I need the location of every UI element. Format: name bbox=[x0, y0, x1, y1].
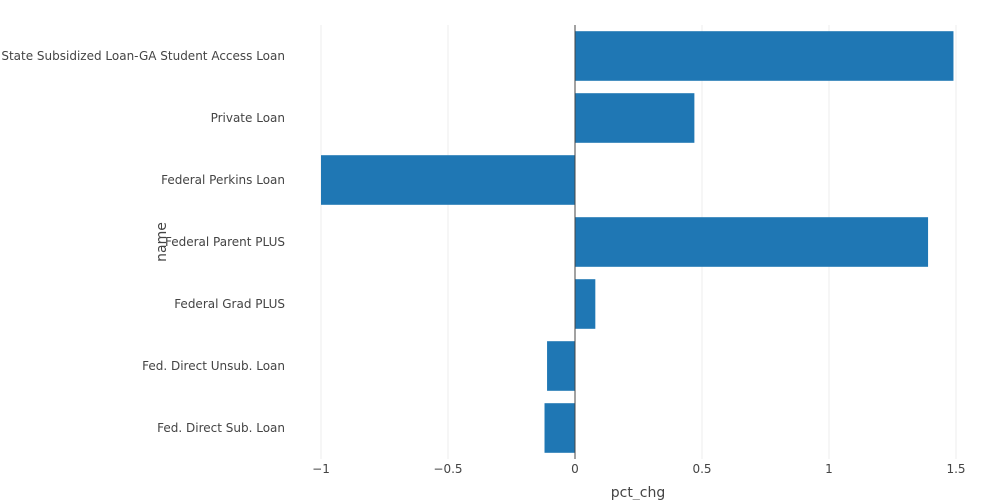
bar[interactable] bbox=[544, 403, 575, 453]
y-tick-label: Fed. Direct Sub. Loan bbox=[157, 421, 285, 435]
x-axis-title: pct_chg bbox=[611, 485, 666, 500]
y-axis-title: name bbox=[154, 222, 170, 262]
bar[interactable] bbox=[321, 155, 575, 205]
y-tick-label: Private Loan bbox=[211, 111, 285, 125]
bar[interactable] bbox=[547, 341, 575, 391]
x-tick-labels: −1 −0.5 0 0.5 1 1.5 bbox=[312, 462, 965, 476]
x-tick-label: −1 bbox=[312, 462, 330, 476]
x-tick-label: 1.5 bbox=[946, 462, 965, 476]
x-tick-label: −0.5 bbox=[433, 462, 462, 476]
bar[interactable] bbox=[575, 217, 929, 267]
bar[interactable] bbox=[575, 31, 954, 81]
x-tick-label: 0 bbox=[571, 462, 579, 476]
y-tick-label: Federal Grad PLUS bbox=[174, 297, 285, 311]
y-tick-labels: State Subsidized Loan-GA Student Access … bbox=[1, 49, 285, 435]
bars-layer bbox=[321, 31, 954, 453]
y-tick-label: State Subsidized Loan-GA Student Access … bbox=[1, 49, 285, 63]
bar[interactable] bbox=[575, 279, 596, 329]
bar[interactable] bbox=[575, 93, 695, 143]
x-tick-label: 0.5 bbox=[692, 462, 711, 476]
y-tick-label: Federal Parent PLUS bbox=[165, 235, 285, 249]
y-tick-label: Fed. Direct Unsub. Loan bbox=[142, 359, 285, 373]
y-tick-label: Federal Perkins Loan bbox=[161, 173, 285, 187]
x-tick-label: 1 bbox=[825, 462, 833, 476]
